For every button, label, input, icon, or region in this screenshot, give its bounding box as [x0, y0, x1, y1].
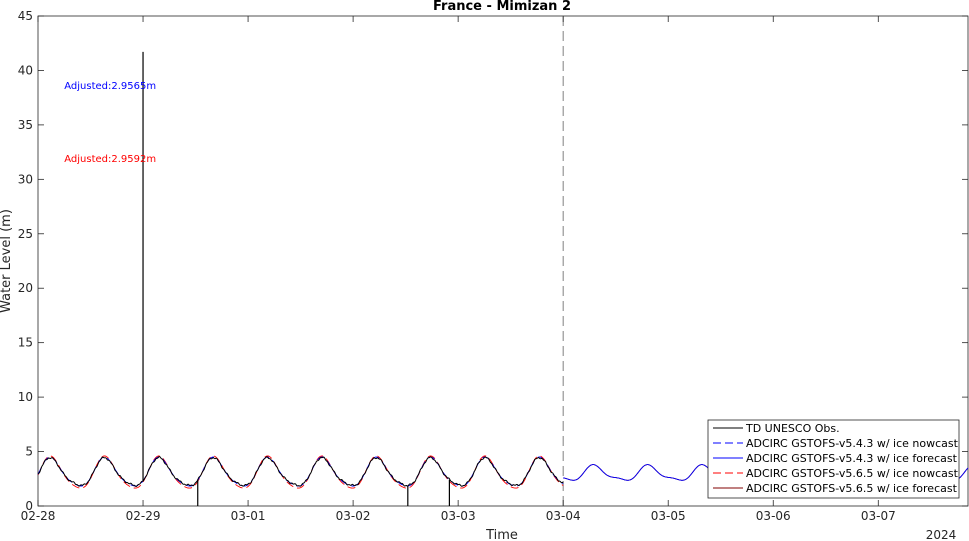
- axis-ticks: 0 5 10 15 20 25 30 35 40 45 02-28 02-29 03-01 03-02 03…: [18, 9, 968, 523]
- series-line-0: [37, 456, 564, 488]
- y-tick-label-5: 25: [18, 227, 33, 241]
- y-tick-label-4: 20: [18, 281, 33, 295]
- y-tick-label-6: 30: [18, 172, 33, 186]
- legend-box: [707, 419, 960, 499]
- legend: TD UNESCO Obs. ADCIRC GSTOFS-v5.4.3 w/ i…: [707, 419, 960, 499]
- legend-entry-4: ADCIRC GSTOFS-v5.6.5 w/ ice forecast: [746, 482, 958, 495]
- y-tick-label-9: 45: [18, 9, 33, 23]
- x-axis-label: Time: [485, 528, 518, 541]
- series-layer: [37, 16, 969, 506]
- x-tick-label-2: 03-01: [231, 509, 266, 523]
- x-tick-label-7: 03-06: [756, 509, 791, 523]
- annotation-layer: Adjusted:2.9565m Adjusted:2.9592m: [64, 81, 156, 165]
- legend-entry-1: ADCIRC GSTOFS-v5.4.3 w/ ice nowcast: [746, 437, 959, 450]
- legend-entry-0: TD UNESCO Obs.: [745, 422, 840, 435]
- y-axis-label: Water Level (m): [0, 209, 14, 313]
- adjusted-annotation-0: Adjusted:2.9565m: [64, 81, 156, 92]
- x-tick-label-4: 03-03: [441, 509, 476, 523]
- legend-entry-3: ADCIRC GSTOFS-v5.6.5 w/ ice nowcast: [746, 467, 959, 480]
- y-tick-label-2: 10: [18, 390, 33, 404]
- x-tick-label-5: 03-04: [546, 509, 581, 523]
- x-year-label: 2024: [926, 528, 957, 541]
- y-tick-label-7: 35: [18, 118, 33, 132]
- x-tick-label-1: 02-29: [126, 509, 161, 523]
- y-tick-label-3: 15: [18, 336, 33, 350]
- chart-title: France - Mimizan 2: [433, 0, 571, 14]
- legend-entry-2: ADCIRC GSTOFS-v5.4.3 w/ ice forecast: [746, 452, 958, 465]
- x-tick-label-3: 03-02: [336, 509, 371, 523]
- x-tick-label-0: 02-28: [21, 509, 56, 523]
- y-tick-label-1: 5: [25, 445, 33, 459]
- adjusted-annotation-1: Adjusted:2.9592m: [64, 154, 156, 165]
- x-tick-label-6: 03-05: [651, 509, 686, 523]
- y-tick-label-0: 0: [25, 499, 33, 513]
- y-tick-label-8: 40: [18, 63, 33, 77]
- x-tick-label-8: 03-07: [861, 509, 896, 523]
